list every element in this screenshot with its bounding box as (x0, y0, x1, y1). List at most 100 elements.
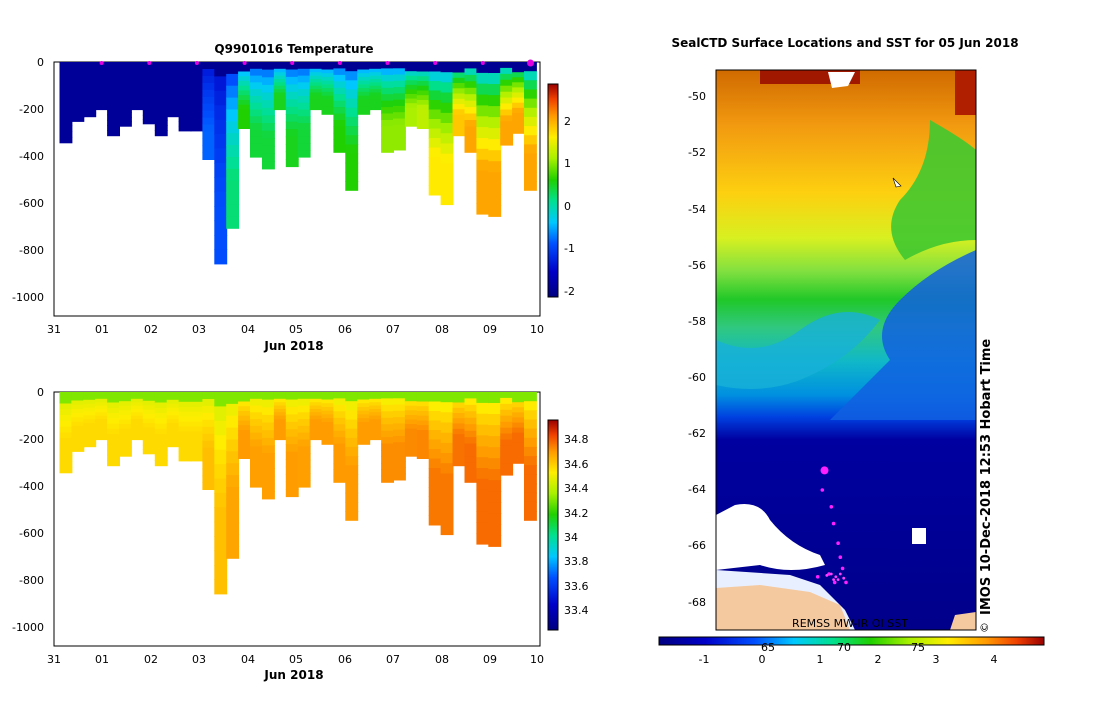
profile-cell (381, 398, 394, 406)
profile-cell (107, 402, 120, 409)
profile-cell (202, 62, 216, 70)
profile-cell (452, 397, 466, 404)
profile-cell (440, 412, 454, 424)
profile-cell (440, 473, 454, 485)
profile-cell (309, 68, 323, 73)
profile-cell (452, 130, 466, 137)
profile-cell (369, 436, 383, 441)
profile-cell (273, 75, 287, 80)
profile-cell (202, 475, 216, 483)
profile-cell (226, 487, 240, 500)
profile-cell (166, 419, 180, 424)
profile-cell (107, 83, 120, 89)
profile-cell (214, 249, 228, 265)
profile-cell (71, 100, 85, 105)
profile-cell (309, 75, 323, 80)
y-tick: -1000 (12, 291, 44, 304)
profile-cell (142, 88, 156, 94)
profile-cell (428, 175, 442, 186)
profile-cell (476, 148, 490, 161)
profile-cell (440, 194, 454, 206)
profile-cell (262, 92, 275, 101)
profile-cell (178, 416, 192, 423)
profile-cell (119, 62, 132, 68)
sst-tick: 0 (759, 653, 766, 666)
profile-cell (119, 94, 132, 100)
profile-cell (500, 469, 514, 476)
profile-cell (71, 409, 85, 414)
profile-cell (262, 414, 275, 424)
profile-cell (416, 434, 430, 440)
profile-cell (238, 444, 251, 450)
profile-cell (464, 94, 478, 102)
profile-cell (107, 93, 120, 100)
profile-cell (345, 465, 359, 475)
profile-cell (178, 406, 192, 413)
profile-cell (321, 80, 335, 85)
profile-cell (321, 395, 335, 400)
cyan-band (716, 312, 880, 389)
profile-cell (524, 135, 537, 145)
profile-cell (214, 76, 228, 92)
profile-cell (357, 76, 371, 82)
profile-cell (262, 399, 275, 408)
profile-cell (142, 119, 156, 125)
profile-cell (333, 430, 347, 438)
profile-cell (404, 419, 418, 425)
profile-cell (297, 398, 311, 407)
profile-cell (190, 91, 204, 97)
profile-cell (297, 392, 311, 400)
profile-cell (166, 427, 180, 432)
profile-cell (476, 181, 490, 193)
profile-cell (83, 97, 97, 102)
profile-cell (226, 145, 240, 158)
colorbar-tick: 34.8 (564, 433, 589, 446)
profile-cell (381, 404, 394, 412)
salinity-colorbar: 34.8 34.6 34.4 34.2 34 33.8 33.6 33.4 (547, 419, 589, 631)
profile-cell (154, 392, 168, 398)
profile-cell (285, 406, 299, 415)
profile-cell (166, 112, 180, 118)
seal-location-dot (829, 572, 833, 576)
profile-cell (309, 395, 323, 400)
profile-cell (428, 392, 442, 403)
profile-cell (404, 442, 418, 448)
profile-cell (214, 177, 228, 193)
lat-tick: -64 (688, 483, 706, 496)
profile-cell (262, 62, 275, 71)
x-tick: 02 (144, 323, 158, 336)
profile-cell (333, 443, 347, 451)
profile-cell (393, 473, 406, 481)
profile-cell (154, 93, 168, 100)
copyright-mark: © (978, 622, 991, 633)
profile-cell (357, 103, 371, 108)
colorbar-tick: 34.6 (564, 458, 589, 471)
profile-cell (59, 79, 73, 86)
profile-cell (238, 449, 251, 455)
profile-cell (142, 409, 156, 415)
profile-cell (107, 413, 120, 419)
profile-cell (524, 126, 537, 136)
profile-cell (190, 125, 204, 132)
ice-shelf (716, 504, 825, 570)
profile-cell (488, 469, 502, 481)
profile-cell (95, 415, 109, 420)
profile-cell (83, 85, 97, 90)
y-tick: -400 (19, 150, 44, 163)
profile-cell (428, 157, 442, 168)
profile-cell (285, 481, 299, 490)
profile-cell (488, 392, 502, 404)
profile-cell (309, 72, 323, 77)
seal-locations (815, 466, 848, 585)
profile-cell (321, 110, 335, 115)
profile-cell (381, 475, 394, 483)
profile-cell (369, 429, 383, 434)
profile-cell (333, 120, 347, 127)
profile-cell (71, 413, 85, 418)
profile-cell (95, 392, 109, 396)
profile-cell (452, 67, 466, 74)
profile-cell (119, 112, 132, 118)
profile-cell (250, 459, 263, 468)
profile-cell (238, 95, 251, 101)
profile-cell (488, 183, 502, 195)
